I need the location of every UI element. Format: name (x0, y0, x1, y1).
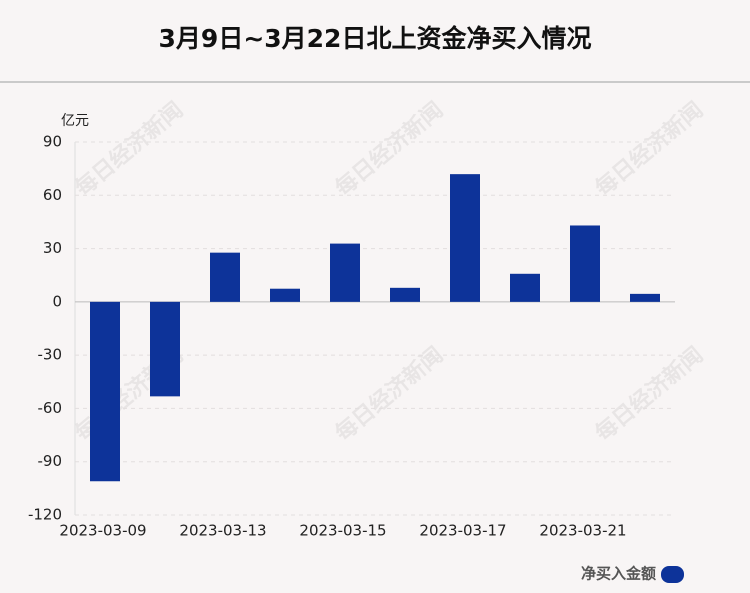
watermark: 每日经济新闻 (590, 342, 708, 447)
y-tick-label: 60 (43, 186, 62, 204)
x-tick-label: 2023-03-21 (539, 522, 626, 540)
y-tick-label: -90 (38, 452, 63, 470)
bar (90, 301, 120, 482)
x-tick-label: 2023-03-13 (179, 522, 266, 540)
y-tick-label: 90 (43, 133, 62, 151)
bar (570, 225, 600, 302)
bar (630, 293, 660, 302)
bar (510, 273, 540, 302)
x-tick-label: 2023-03-17 (419, 522, 506, 540)
y-tick-label: 30 (43, 239, 62, 257)
y-tick-label: -30 (38, 346, 63, 364)
y-tick-label: 0 (52, 292, 62, 310)
y-axis-unit: 亿元 (61, 113, 89, 129)
watermark: 每日经济新闻 (330, 342, 448, 447)
y-tick-label: -120 (28, 506, 62, 524)
bar (210, 252, 240, 302)
bar (270, 288, 300, 302)
bar (150, 301, 180, 397)
bar (390, 287, 420, 302)
watermark: 每日经济新闻 (590, 97, 708, 202)
chart-title: 3月9日~3月22日北上资金净买入情况 (159, 24, 592, 53)
bar (450, 174, 480, 302)
x-tick-label: 2023-03-09 (59, 522, 146, 540)
x-tick-label: 2023-03-15 (299, 522, 386, 540)
legend-label: 净买入金额 (581, 565, 656, 583)
legend-swatch (661, 566, 684, 583)
bar (330, 243, 360, 302)
y-tick-label: -60 (38, 399, 63, 417)
watermark: 每日经济新闻 (330, 97, 448, 202)
